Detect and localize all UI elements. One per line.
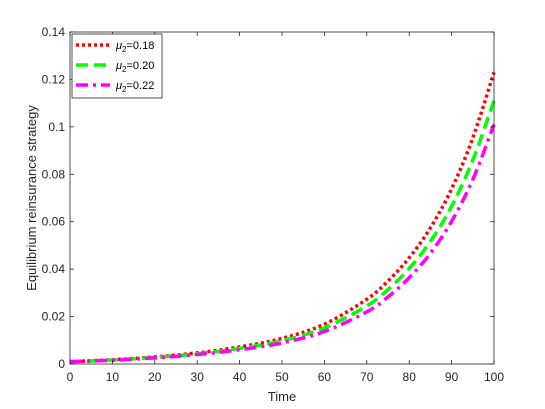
ticks-layer: 0 10 20 30 40 50 60 70 80 90 100 0 0.02 0.04 0.06 0.08 0… (42, 25, 505, 384)
y-tick-label: 0 (58, 357, 65, 371)
x-tick-label: 80 (403, 370, 417, 384)
y-tick-label: 0.1 (48, 120, 65, 134)
legend-label-3: μ2=0.22 (115, 80, 154, 94)
x-tick-label: 40 (233, 370, 247, 384)
x-tick-label: 100 (484, 370, 504, 384)
x-tick-label: 50 (275, 370, 289, 384)
legend: μ2=0.18 μ2=0.20 μ2=0.22 (71, 33, 163, 99)
y-tick-label: 0.04 (42, 262, 66, 276)
y-tick-label: 0.08 (42, 167, 66, 181)
y-tick-label: 0.02 (42, 310, 66, 324)
x-tick-label: 20 (148, 370, 162, 384)
legend-label-2: μ2=0.20 (115, 60, 154, 74)
legend-label-1: μ2=0.18 (115, 40, 154, 54)
series-layer (69, 71, 496, 364)
x-tick-label: 90 (445, 370, 459, 384)
y-axis-label: Equilibrium reinsurance strategy (24, 105, 39, 291)
y-tick-label: 0.14 (42, 25, 66, 39)
x-axis-label: Time (268, 389, 296, 404)
x-tick-label: 30 (191, 370, 205, 384)
x-tick-label: 60 (318, 370, 332, 384)
series-line-3 (69, 123, 496, 364)
x-tick-label: 70 (360, 370, 374, 384)
y-tick-label: 0.12 (42, 72, 66, 86)
x-tick-label: 10 (106, 370, 120, 384)
y-tick-label: 0.06 (42, 215, 66, 229)
x-tick-label: 0 (67, 370, 74, 384)
